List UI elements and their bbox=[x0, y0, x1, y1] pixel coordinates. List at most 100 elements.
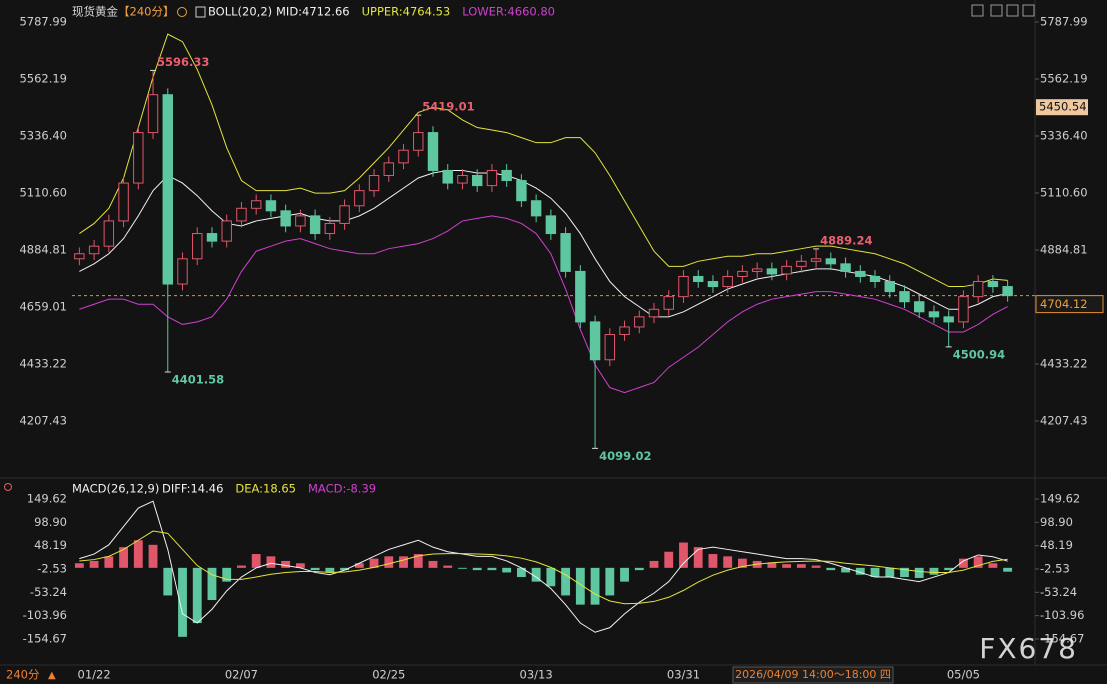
y-tick-label: 4884.81 bbox=[1040, 243, 1088, 257]
macd-bar bbox=[826, 567, 836, 571]
candle-body bbox=[177, 258, 188, 285]
tool-icon[interactable] bbox=[1022, 4, 1035, 17]
y-tick-label: -154.67 bbox=[1040, 631, 1084, 645]
candle-body bbox=[471, 174, 483, 187]
candle-body bbox=[619, 326, 630, 336]
macd-bar bbox=[89, 560, 99, 568]
macd-bar bbox=[192, 567, 202, 624]
boll-name: BOLL(20,2) bbox=[208, 5, 272, 19]
candle-body bbox=[678, 275, 689, 298]
macd-bar bbox=[693, 547, 703, 568]
candle-body bbox=[265, 200, 277, 212]
title: 现货黄金 bbox=[72, 5, 118, 19]
candle-body bbox=[192, 233, 203, 260]
macd-bar bbox=[634, 567, 644, 571]
candle-body bbox=[707, 281, 719, 288]
candle-body bbox=[236, 207, 247, 222]
dea-line bbox=[79, 530, 1008, 605]
timeframe-button[interactable]: 240分 bbox=[6, 668, 40, 682]
candle-body bbox=[855, 270, 866, 277]
tool-icon[interactable] bbox=[971, 4, 984, 17]
macd-name: MACD(26,12,9) bbox=[72, 482, 159, 496]
diff-line bbox=[79, 500, 1008, 633]
macd-bar bbox=[251, 554, 261, 568]
candle-body bbox=[634, 316, 645, 328]
tool-icon[interactable] bbox=[990, 4, 1003, 17]
x-tick-label: 02/07 bbox=[225, 668, 258, 682]
boll-line bbox=[79, 33, 1008, 288]
macd-bar bbox=[988, 563, 998, 568]
macd-bar bbox=[325, 567, 335, 573]
candle-body bbox=[486, 169, 498, 187]
settings-icon[interactable] bbox=[177, 7, 187, 17]
current-price-label: 4704.12 bbox=[1040, 297, 1088, 311]
y-tick-label: 48.19 bbox=[34, 538, 67, 552]
macd-bar bbox=[207, 567, 217, 601]
annotation-label: 4500.94 bbox=[953, 347, 1005, 361]
candle-body bbox=[427, 132, 439, 171]
annotation-label: 5419.01 bbox=[422, 100, 474, 114]
candle-body bbox=[884, 281, 895, 293]
macd-bar bbox=[487, 567, 497, 571]
macd-bar bbox=[944, 567, 954, 571]
macd-bar bbox=[74, 563, 84, 568]
macd-bar bbox=[855, 567, 865, 575]
candle-body bbox=[825, 258, 837, 265]
macd-bar bbox=[561, 567, 571, 596]
x-tick-label: 01/22 bbox=[78, 668, 111, 682]
candle-body bbox=[737, 270, 748, 277]
macd-bar bbox=[973, 556, 983, 568]
candle-body bbox=[530, 200, 542, 217]
y-tick-label: 5336.40 bbox=[1040, 129, 1088, 143]
candle-body bbox=[442, 169, 453, 184]
annotation-label: 5596.33 bbox=[157, 55, 209, 69]
candle-body bbox=[324, 222, 336, 235]
macd-bar bbox=[163, 567, 173, 596]
crosshair-box bbox=[732, 666, 894, 684]
macd-bar bbox=[841, 567, 850, 573]
macd-bar bbox=[649, 560, 659, 568]
timeframe-arrow[interactable]: ▲ bbox=[48, 670, 56, 681]
candle-body bbox=[781, 265, 792, 275]
macd-icon[interactable] bbox=[4, 483, 12, 491]
macd-bar bbox=[502, 567, 512, 573]
candle-body bbox=[545, 215, 557, 235]
macd-bar bbox=[605, 567, 615, 596]
crosshair-label: 2026/04/09 14:00～18:00 四 bbox=[735, 668, 891, 681]
candle-body bbox=[88, 245, 100, 255]
macd-bar bbox=[399, 556, 408, 568]
y-tick-label: 5787.99 bbox=[1040, 15, 1088, 29]
candle-body bbox=[339, 205, 350, 224]
x-tick-label: 03/31 bbox=[667, 668, 700, 682]
y-tick-label: 4884.81 bbox=[19, 243, 67, 257]
boll-line bbox=[79, 169, 1008, 318]
macd-bar bbox=[148, 544, 158, 568]
y-tick-label: -154.67 bbox=[23, 631, 67, 645]
tool-icon[interactable] bbox=[1006, 4, 1019, 17]
candle-body bbox=[648, 308, 660, 318]
indicator-icon[interactable] bbox=[195, 6, 206, 18]
candle-body bbox=[516, 180, 527, 202]
macd-bar bbox=[443, 565, 453, 568]
y-tick-label: 5787.99 bbox=[19, 15, 67, 29]
macd-bar bbox=[546, 567, 556, 587]
candle-body bbox=[413, 132, 424, 151]
macd-bar bbox=[723, 556, 733, 568]
macd-bar bbox=[384, 556, 394, 568]
macd-bar bbox=[458, 567, 467, 569]
period: 【240分】 bbox=[118, 5, 174, 19]
annotation-label: 4099.02 bbox=[599, 449, 651, 463]
current-price-box bbox=[1035, 295, 1104, 314]
macd-bar bbox=[885, 567, 895, 578]
macd-bar bbox=[531, 567, 541, 582]
candle-body bbox=[147, 94, 159, 134]
price-marker: 5450.54 bbox=[1039, 100, 1087, 114]
y-tick-label: 5562.19 bbox=[19, 72, 67, 86]
macd-bar bbox=[369, 558, 379, 568]
annotation-label: 4889.24 bbox=[820, 233, 872, 247]
candle-body bbox=[309, 215, 321, 235]
y-tick-label: -2.53 bbox=[37, 562, 67, 576]
candle-body bbox=[840, 263, 851, 272]
x-tick-label: 05/05 bbox=[947, 668, 980, 682]
macd-bar bbox=[222, 567, 232, 582]
